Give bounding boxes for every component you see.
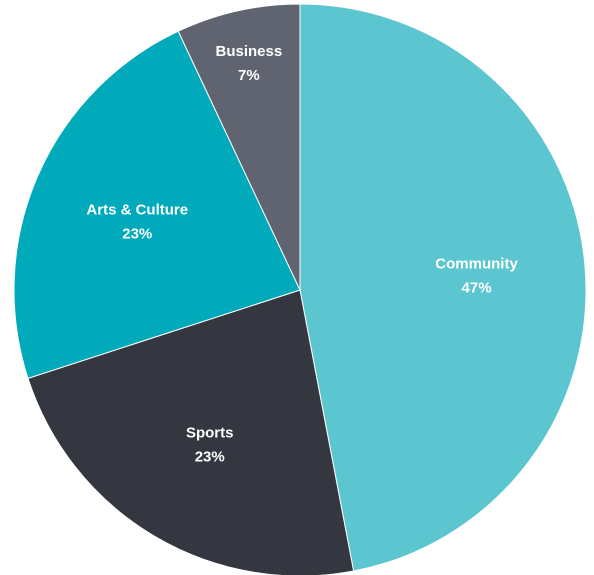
slice-label-arts-culture: Arts & Culture [86, 202, 188, 219]
slice-value-sports: 23% [195, 449, 225, 466]
pie-slice-arts-culture [13, 30, 301, 380]
slice-label-community: Community [435, 255, 518, 272]
pie-slice-community [299, 3, 587, 572]
slice-value-community: 47% [462, 279, 492, 296]
slice-value-arts-culture: 23% [122, 226, 152, 243]
pie-labels: Community 47% Sports 23% Arts & Culture 23% Bu… [86, 43, 518, 465]
slice-value-business: 7% [238, 67, 260, 84]
pie-slice-business [177, 3, 301, 291]
slice-label-sports: Sports [186, 425, 234, 442]
pie-slices [13, 3, 587, 575]
pie-slice-sports [27, 289, 355, 575]
slice-label-business: Business [215, 43, 282, 60]
